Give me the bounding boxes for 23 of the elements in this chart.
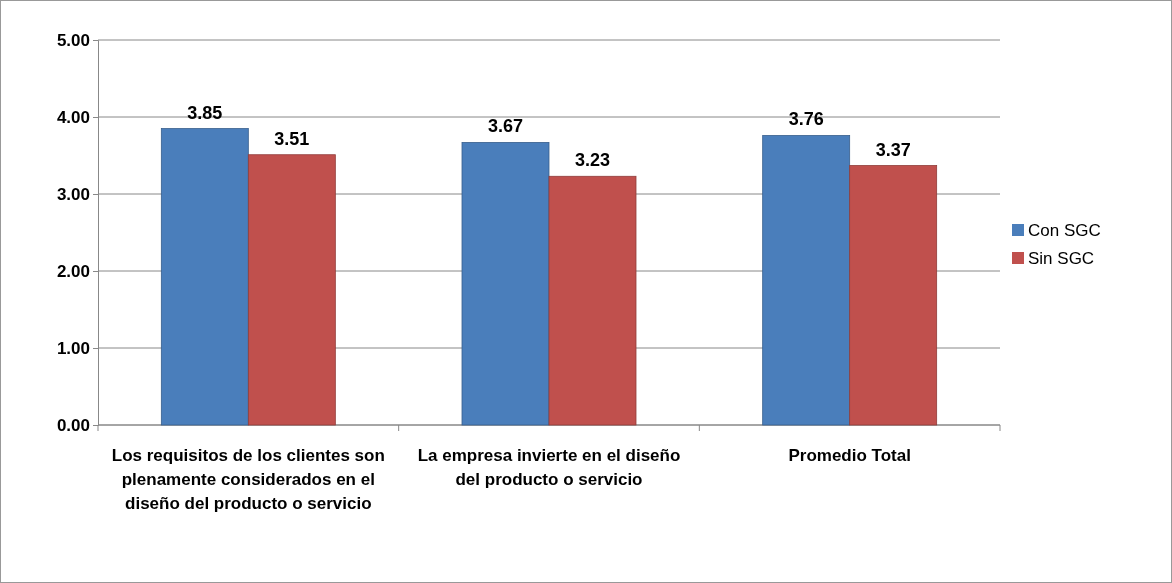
- data-label: 3.51: [274, 128, 310, 149]
- y-tick-label: 4.00: [56, 107, 90, 127]
- legend-label: Sin SGC: [1028, 249, 1095, 268]
- data-label: 3.67: [487, 116, 524, 137]
- y-tick-label: 3.00: [56, 184, 90, 204]
- data-label: 3.85: [187, 102, 223, 123]
- data-label: 3.76: [788, 109, 824, 130]
- bar: [762, 135, 851, 426]
- y-tick-label: 0.00: [56, 415, 90, 435]
- bar: [247, 154, 336, 426]
- x-tick-label: Los requisitos de los clientes son plenamente considerados en el diseño del producto o servicio: [111, 446, 385, 513]
- x-tick-label: La empresa invierte en el diseño del producto o servicio: [417, 446, 681, 489]
- bar: [849, 165, 938, 426]
- legend-label: Con SGC: [1028, 221, 1101, 240]
- x-tick-label: Promedio Total: [788, 446, 911, 465]
- bar: [548, 175, 637, 426]
- data-label: 3.37: [875, 139, 911, 160]
- y-tick-label: 1.00: [56, 338, 90, 358]
- y-tick-label: 5.00: [56, 30, 90, 50]
- bar: [160, 128, 249, 426]
- data-label: 3.23: [574, 150, 611, 171]
- y-tick-label: 2.00: [56, 261, 90, 281]
- bar: [461, 142, 550, 426]
